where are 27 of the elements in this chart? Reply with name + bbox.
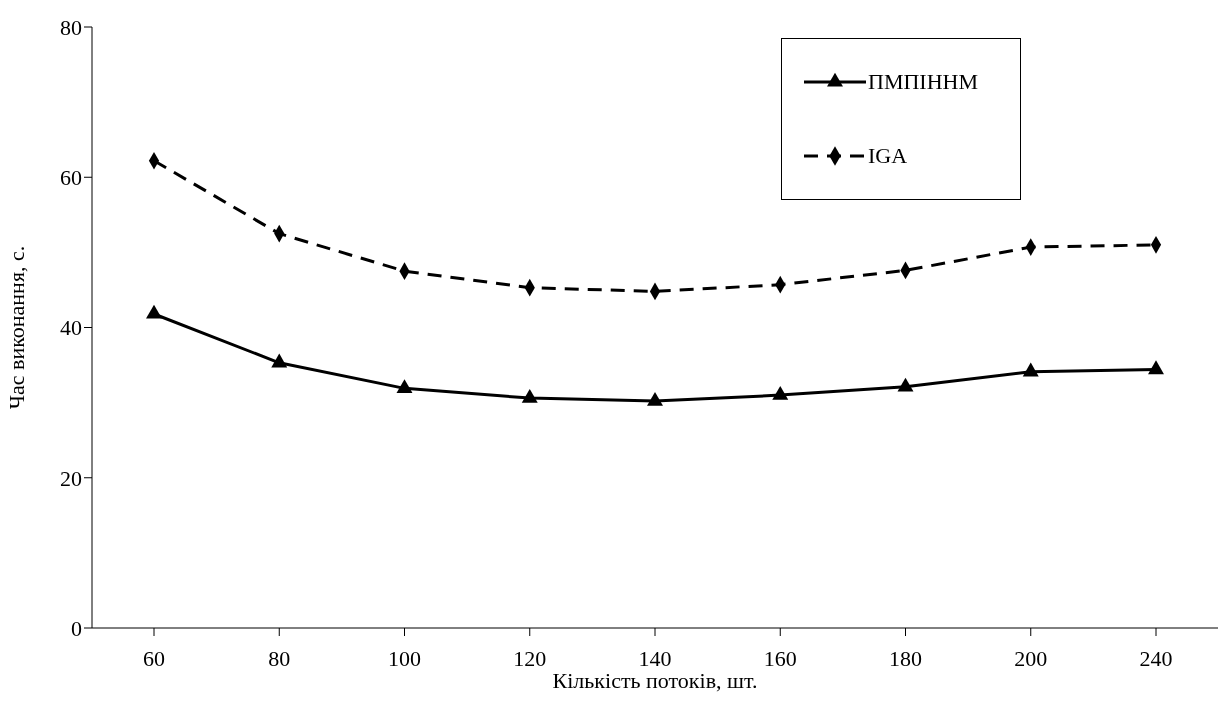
- point: [271, 353, 288, 368]
- point: [146, 304, 162, 319]
- x-tick-label: 140: [638, 645, 672, 671]
- x-tick-label: 240: [1139, 645, 1173, 671]
- point: [1022, 362, 1039, 377]
- y-tick-label: 20: [60, 465, 82, 491]
- point: [1148, 360, 1164, 375]
- x-tick-label: 120: [513, 645, 547, 671]
- x-tick-label: 200: [1014, 645, 1048, 671]
- y-tick-label: 40: [60, 315, 82, 341]
- y-axis-title: Час виконання, с.: [3, 245, 29, 410]
- point: [521, 388, 538, 403]
- x-tick-label: 60: [143, 645, 165, 671]
- y-tick-label: 60: [60, 165, 82, 191]
- x-tick-label: 180: [889, 645, 922, 671]
- point: [647, 391, 663, 406]
- legend-label: ПМПІННМ: [868, 69, 978, 95]
- point: [396, 379, 413, 393]
- y-tick-label: 80: [60, 14, 82, 40]
- x-tick-label: 80: [268, 645, 291, 671]
- x-tick-label: 160: [763, 645, 797, 671]
- legend-label: IGA: [868, 143, 908, 169]
- point: [897, 377, 914, 392]
- point: [772, 385, 789, 400]
- x-tick-label: 100: [388, 645, 421, 671]
- y-tick-label: 0: [71, 615, 82, 641]
- x-axis-title: Кількість потоків, шт.: [552, 668, 758, 693]
